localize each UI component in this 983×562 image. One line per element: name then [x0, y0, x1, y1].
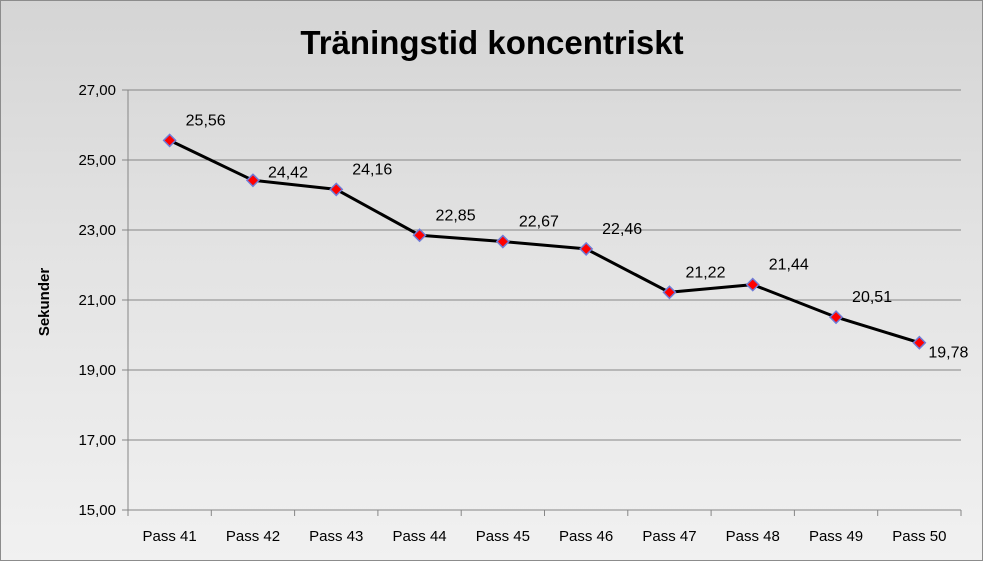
data-point-marker: [745, 277, 760, 292]
data-label: 22,85: [436, 207, 476, 224]
y-tick-label: 17,00: [78, 432, 116, 449]
data-label: 24,42: [268, 164, 308, 181]
y-tick-label: 19,00: [78, 362, 116, 379]
series-layer: [162, 133, 927, 350]
data-label: 21,22: [685, 264, 725, 281]
data-label: 22,67: [519, 214, 559, 231]
y-tick-label: 23,00: [78, 222, 116, 239]
y-tick-label: 25,00: [78, 152, 116, 169]
x-tick-label: Pass 50: [892, 528, 946, 545]
y-tick-label: 21,00: [78, 292, 116, 309]
data-labels: 25,56 24,42 24,16 22,85 22,67 22,46 21,22 21,44…: [186, 112, 969, 361]
data-point-marker: [912, 335, 927, 350]
data-point-marker: [245, 173, 261, 188]
data-point-marker: [162, 133, 177, 148]
y-tick-label: 15,00: [78, 502, 116, 519]
data-label: 21,44: [769, 257, 809, 274]
x-tick-label: Pass 46: [559, 528, 613, 545]
data-label: 19,78: [928, 345, 968, 362]
data-point-marker: [662, 285, 677, 300]
data-point-marker: [329, 182, 344, 197]
series-line: [169, 139, 920, 345]
x-tick-label: Pass 49: [809, 528, 863, 545]
chart-title: Träningstid koncentriskt: [300, 24, 683, 61]
x-tick-label: Pass 41: [143, 528, 197, 545]
x-tick-label: Pass 43: [309, 528, 363, 545]
data-point-marker: [579, 241, 594, 256]
x-tick-label: Pass 47: [642, 528, 696, 545]
data-point-marker: [828, 310, 844, 325]
x-tick-label: Pass 45: [476, 528, 530, 545]
data-point-marker: [495, 234, 510, 249]
data-label: 25,56: [186, 112, 226, 129]
data-label: 22,46: [602, 221, 642, 238]
y-axis-title: Sekunder: [36, 268, 53, 337]
gridlines: [128, 89, 961, 441]
axes: 15,00 17,00 19,00 21,00 23,00 25,00 27,00 Pass …: [78, 82, 962, 545]
y-tick-label: 27,00: [78, 82, 116, 99]
x-tick-label: Pass 42: [226, 528, 280, 545]
x-tick-label: Pass 44: [392, 528, 446, 545]
data-label: 24,16: [352, 161, 392, 178]
data-label: 20,51: [852, 289, 892, 306]
x-tick-label: Pass 48: [726, 528, 780, 545]
data-point-marker: [412, 228, 427, 243]
